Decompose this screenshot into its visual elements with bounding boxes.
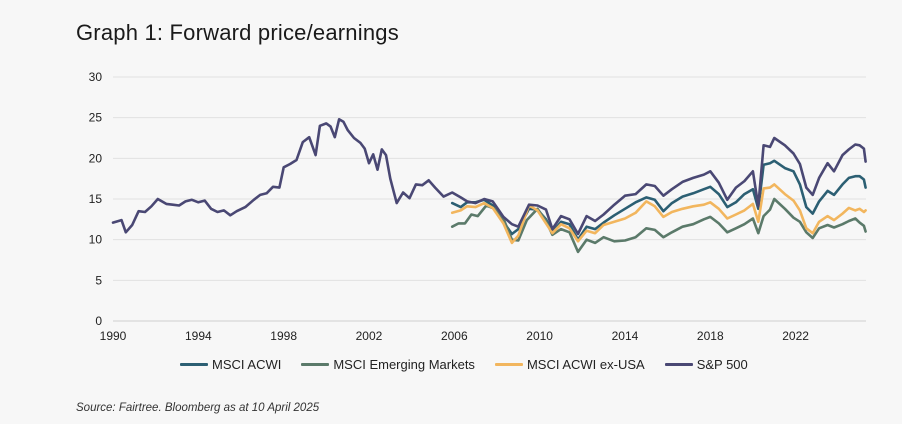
legend-swatch: [494, 363, 523, 366]
x-tick-label: 2018: [697, 329, 724, 343]
chart-title: Graph 1: Forward price/earnings: [76, 20, 399, 45]
y-tick-label: 30: [89, 70, 103, 84]
legend-item: MSCI ACWI ex-USA: [494, 357, 645, 372]
series-line-s-p-500: [111, 118, 867, 236]
y-tick-label: 10: [89, 233, 103, 247]
series-line-msci-emerging-markets: [450, 197, 867, 254]
grid-lines: [113, 76, 866, 322]
y-tick-label: 0: [95, 314, 102, 328]
legend-swatch: [664, 363, 693, 366]
legend-item: MSCI ACWI: [180, 357, 281, 372]
x-tick-label: 2010: [526, 329, 553, 343]
x-axis: 1990 1994 1998 2002 2006 2010 2014 2018 2022: [100, 320, 866, 343]
x-tick-label: 2022: [782, 329, 809, 343]
legend-swatch: [180, 363, 208, 366]
legend: MSCI ACWI MSCI Emerging Markets MSCI ACWI …: [180, 357, 748, 372]
legend-label: MSCI ACWI: [212, 357, 282, 372]
legend-item: S&P 500: [664, 357, 748, 372]
legend-item: MSCI Emerging Markets: [301, 357, 475, 372]
y-tick-label: 5: [95, 273, 102, 287]
legend-label: S&P 500: [696, 357, 748, 372]
source-note: Source: Fairtree. Bloomberg as at 10 Apr…: [76, 402, 320, 414]
line-chart: 1990 1994 1998 2002 2006 2010 2014 2018 2022 051…: [89, 70, 867, 343]
x-tick-label: 1998: [270, 329, 297, 343]
x-tick-label: 2002: [356, 329, 383, 343]
x-tick-label: 1994: [185, 329, 212, 343]
x-tick-label: 2014: [612, 329, 639, 343]
series-lines: [111, 118, 867, 254]
y-tick-label: 15: [89, 192, 103, 206]
legend-swatch: [301, 363, 330, 366]
x-tick-label: 2006: [441, 329, 468, 343]
x-tick-label: 1990: [100, 329, 127, 343]
legend-label: MSCI ACWI ex-USA: [526, 357, 645, 372]
y-tick-label: 25: [89, 111, 103, 125]
y-axis: 0 5 10 15 20 25 30: [89, 70, 103, 328]
y-tick-label: 20: [89, 151, 103, 165]
series-line-msci-acwi-ex-usa: [450, 183, 867, 245]
legend-label: MSCI Emerging Markets: [333, 357, 475, 372]
